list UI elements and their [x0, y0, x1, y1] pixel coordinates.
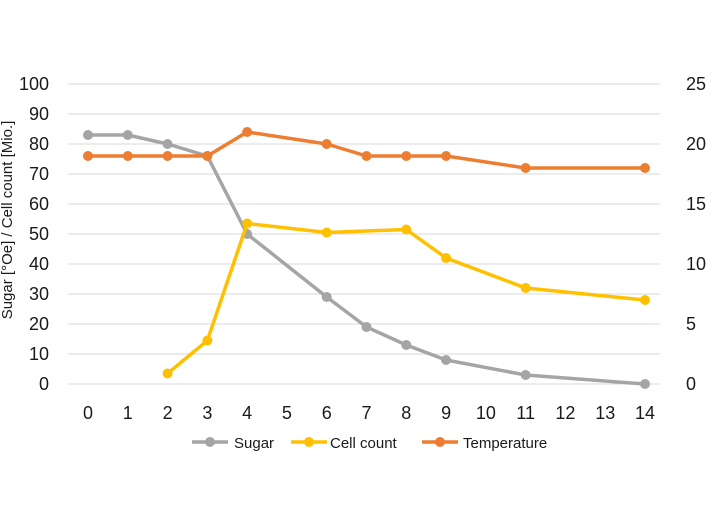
y-tick-label: 40	[29, 254, 49, 274]
series-cell-count	[162, 218, 650, 379]
data-point	[162, 368, 173, 379]
data-point	[242, 127, 253, 137]
data-point	[83, 151, 93, 161]
x-tick-label: 6	[322, 403, 332, 423]
legend-marker	[205, 437, 215, 447]
data-point	[401, 224, 412, 235]
x-tick-label: 1	[123, 403, 133, 423]
y-tick-label: 80	[29, 134, 49, 154]
data-point	[520, 283, 531, 293]
right-axis-ticks: 0 5 10 15 20 25	[686, 74, 706, 394]
data-point	[321, 227, 332, 238]
x-tick-label: 2	[163, 403, 173, 423]
data-point	[202, 335, 213, 346]
y2-tick-label: 15	[686, 194, 706, 214]
legend-label: Cell count	[330, 435, 398, 452]
data-point	[122, 130, 133, 140]
legend-label: Temperature	[463, 435, 547, 452]
data-point	[321, 292, 332, 302]
x-tick-label: 14	[635, 403, 655, 423]
data-point	[640, 379, 650, 389]
data-point	[640, 295, 650, 305]
y-tick-label: 50	[29, 224, 49, 244]
y2-tick-label: 20	[686, 134, 706, 154]
x-tick-label: 11	[516, 403, 535, 423]
data-point	[202, 151, 213, 161]
series-line	[166, 221, 646, 375]
series-layer	[83, 127, 650, 389]
x-tick-label: 3	[202, 403, 212, 423]
data-point	[122, 151, 133, 161]
data-point	[401, 151, 412, 161]
legend-marker	[435, 437, 445, 447]
data-point	[520, 370, 531, 380]
data-point	[640, 163, 650, 173]
y2-tick-label: 10	[686, 254, 706, 274]
data-point	[162, 151, 173, 161]
data-point	[242, 218, 253, 229]
data-point	[520, 163, 531, 173]
y-tick-label: 90	[29, 104, 49, 124]
legend-item: Sugar	[192, 435, 274, 452]
y-tick-label: 20	[29, 314, 49, 334]
legend-marker	[304, 437, 314, 447]
x-axis-ticks: 0 1 2 3 4 5 6 7 8 9 10 11 12 13 14	[83, 403, 655, 423]
x-tick-label: 13	[595, 403, 615, 423]
data-point	[441, 151, 452, 161]
x-tick-label: 5	[282, 403, 292, 423]
y-tick-label: 0	[39, 374, 49, 394]
data-point	[321, 139, 332, 149]
data-point	[361, 322, 372, 332]
legend: Sugar Cell count Temperature	[192, 435, 547, 452]
y-tick-label: 30	[29, 284, 49, 304]
y-tick-label: 70	[29, 164, 49, 184]
series-temperature	[83, 127, 650, 173]
y2-tick-label: 0	[686, 374, 696, 394]
x-tick-label: 9	[441, 403, 451, 423]
legend-label: Sugar	[234, 435, 274, 452]
series-line	[88, 133, 646, 386]
x-tick-label: 8	[401, 403, 411, 423]
data-point	[401, 340, 412, 350]
legend-item: Temperature	[422, 435, 547, 452]
x-tick-label: 10	[476, 403, 496, 423]
data-point	[441, 253, 452, 263]
y-tick-label: 60	[29, 194, 49, 214]
y-tick-label: 10	[29, 344, 49, 364]
x-tick-label: 0	[83, 403, 93, 423]
left-axis-ticks: 0 10 20 30 40 50 60 70 80 90 100	[19, 74, 49, 394]
grid-lines	[68, 83, 660, 385]
data-point	[83, 130, 93, 140]
x-tick-label: 12	[555, 403, 575, 423]
y-tick-label: 100	[19, 74, 49, 94]
y2-tick-label: 25	[686, 74, 706, 94]
y2-tick-label: 5	[686, 314, 696, 334]
data-point	[162, 139, 173, 149]
legend-item: Cell count	[291, 435, 398, 452]
y-axis-title: Sugar [°Oe] / Cell count [Mio.]	[0, 121, 16, 320]
x-tick-label: 7	[361, 403, 371, 423]
data-point	[441, 355, 452, 365]
series-line	[88, 130, 645, 170]
x-tick-label: 4	[242, 403, 252, 423]
data-point	[361, 151, 372, 161]
